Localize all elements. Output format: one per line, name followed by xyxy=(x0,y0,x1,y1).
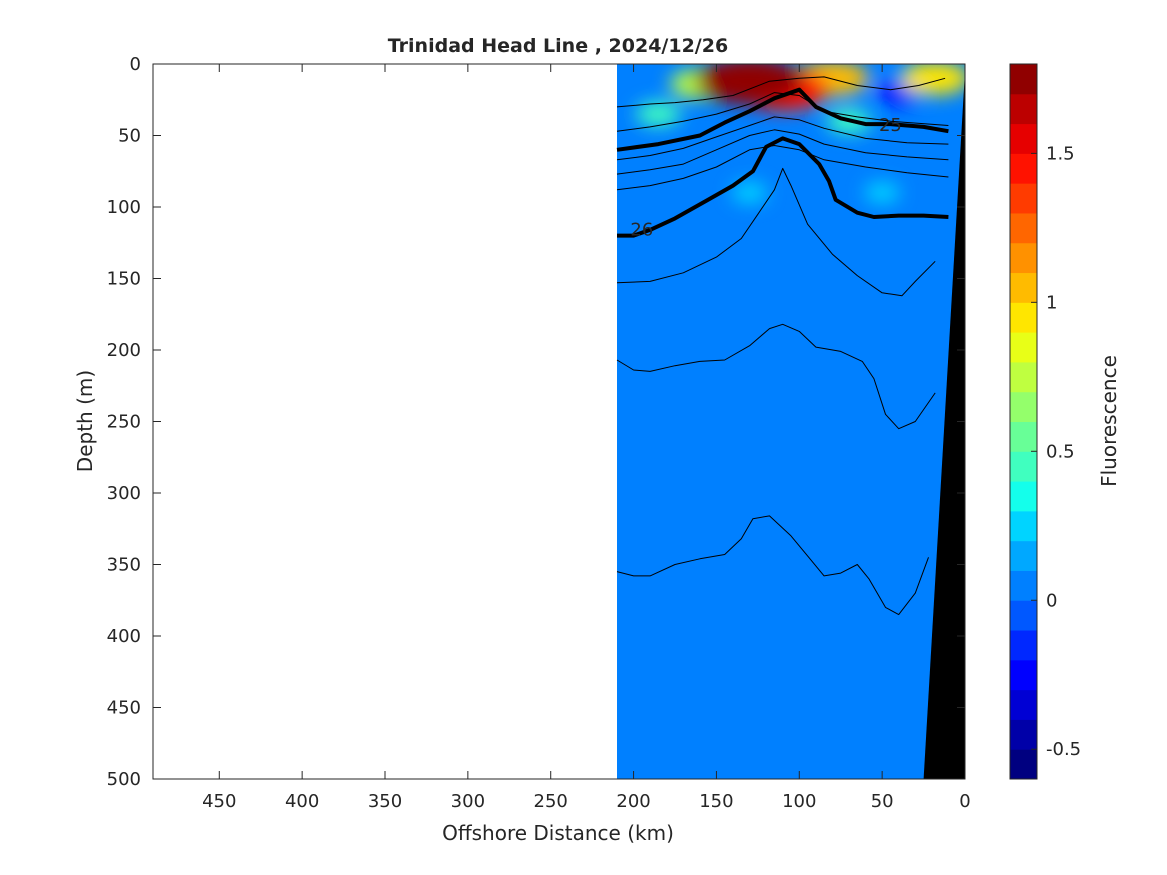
colorbar-segment xyxy=(1010,719,1037,750)
contour-line-3 xyxy=(616,92,949,132)
x-axis: 450 400 350 300 250 200 150 100 50 0 xyxy=(202,64,971,812)
colorbar-label: Fluorescence xyxy=(1097,355,1121,487)
y-tick-label-100: 100 xyxy=(107,197,141,218)
y-tick-label-300: 300 xyxy=(107,483,141,504)
colorbar-segment xyxy=(1010,212,1037,244)
contour-line-9 xyxy=(616,515,929,616)
seafloor-bathymetry xyxy=(923,71,965,779)
contour-line-8 xyxy=(616,323,936,430)
contour-label-25: 25 xyxy=(879,115,902,136)
colorbar-segment xyxy=(1010,93,1037,125)
colorbar-tick-label-0.5: 0.5 xyxy=(1046,441,1075,462)
field-feature-moderate xyxy=(864,182,900,204)
colorbar-segment xyxy=(1010,451,1037,482)
seafloor-mask xyxy=(923,71,965,779)
colorbar-segment xyxy=(1010,272,1037,303)
colorbar-segment xyxy=(1010,421,1037,452)
y-tick-label-500: 500 xyxy=(107,769,141,790)
x-tick-label-0: 0 xyxy=(959,791,970,812)
chart-title: Trinidad Head Line , 2024/12/26 xyxy=(388,35,728,57)
colorbar-segment xyxy=(1010,64,1037,95)
colorbar-segment xyxy=(1010,153,1037,184)
colorbar-segment xyxy=(1010,242,1037,274)
fluorescence-field xyxy=(617,64,965,779)
colorbar-segment xyxy=(1010,361,1037,393)
field-background xyxy=(617,64,965,779)
y-tick-label-450: 450 xyxy=(107,698,141,719)
colorbar-segment xyxy=(1010,332,1037,363)
field-feature-moderate xyxy=(731,182,768,204)
x-tick-label-400: 400 xyxy=(285,791,319,812)
y-tick-label-0: 0 xyxy=(130,54,141,75)
y-axis: 0 50 100 150 200 250 300 350 400 450 500 xyxy=(107,54,965,790)
colorbar-segment xyxy=(1010,570,1037,601)
colorbar-segment xyxy=(1010,540,1037,571)
colorbar-segment xyxy=(1010,302,1037,333)
x-tick-label-150: 150 xyxy=(699,791,733,812)
x-tick-label-100: 100 xyxy=(782,791,816,812)
y-tick-label-150: 150 xyxy=(107,269,141,290)
contour-label-26: 26 xyxy=(630,219,653,240)
contour-line-1 xyxy=(617,136,949,238)
x-axis-label: Offshore Distance (km) xyxy=(442,821,674,845)
colorbar-tick-label-1: 1 xyxy=(1046,292,1057,313)
contour-line-7 xyxy=(616,167,936,297)
colorbar-tick-label-0: 0 xyxy=(1046,590,1057,611)
colorbar-segment xyxy=(1010,123,1037,154)
colorbar-segment xyxy=(1010,689,1037,720)
x-tick-label-200: 200 xyxy=(616,791,650,812)
contour-line-2 xyxy=(616,76,946,108)
colorbar-segment xyxy=(1010,481,1037,512)
contour-line-6 xyxy=(616,145,949,191)
contour-line-0 xyxy=(616,87,949,152)
y-tick-label-50: 50 xyxy=(118,126,141,147)
field-feature-high xyxy=(900,64,965,95)
colorbar: -0.5 0 0.5 1 1.5 xyxy=(1009,63,1081,780)
y-tick-label-400: 400 xyxy=(107,626,141,647)
y-tick-label-250: 250 xyxy=(107,412,141,433)
contour-line-5 xyxy=(616,129,949,175)
colorbar-segment xyxy=(1010,183,1037,214)
colorbar-segment xyxy=(1010,630,1037,661)
density-contours: 25 26 xyxy=(616,76,949,616)
colorbar-segment xyxy=(1010,600,1037,631)
colorbar-segment xyxy=(1010,659,1037,691)
plot-area: 25 26 xyxy=(152,63,966,780)
colorbar-segment xyxy=(1010,391,1037,422)
field-feature-moderate xyxy=(636,101,681,127)
y-axis-label: Depth (m) xyxy=(73,370,97,472)
x-tick-label-450: 450 xyxy=(202,791,236,812)
colorbar-tick-label-1.5: 1.5 xyxy=(1046,143,1075,164)
colorbar-frame xyxy=(1009,63,1038,780)
x-tick-label-250: 250 xyxy=(534,791,568,812)
field-feature-high xyxy=(695,64,804,106)
colorbar-segment xyxy=(1010,510,1037,542)
x-tick-label-300: 300 xyxy=(451,791,485,812)
y-tick-label-350: 350 xyxy=(107,555,141,576)
colorbar-segment xyxy=(1010,749,1037,780)
x-tick-label-350: 350 xyxy=(368,791,402,812)
contour-line-4 xyxy=(616,116,949,161)
y-tick-label-200: 200 xyxy=(107,340,141,361)
colorbar-tick-label--0.5: -0.5 xyxy=(1046,739,1081,760)
x-tick-label-50: 50 xyxy=(871,791,894,812)
